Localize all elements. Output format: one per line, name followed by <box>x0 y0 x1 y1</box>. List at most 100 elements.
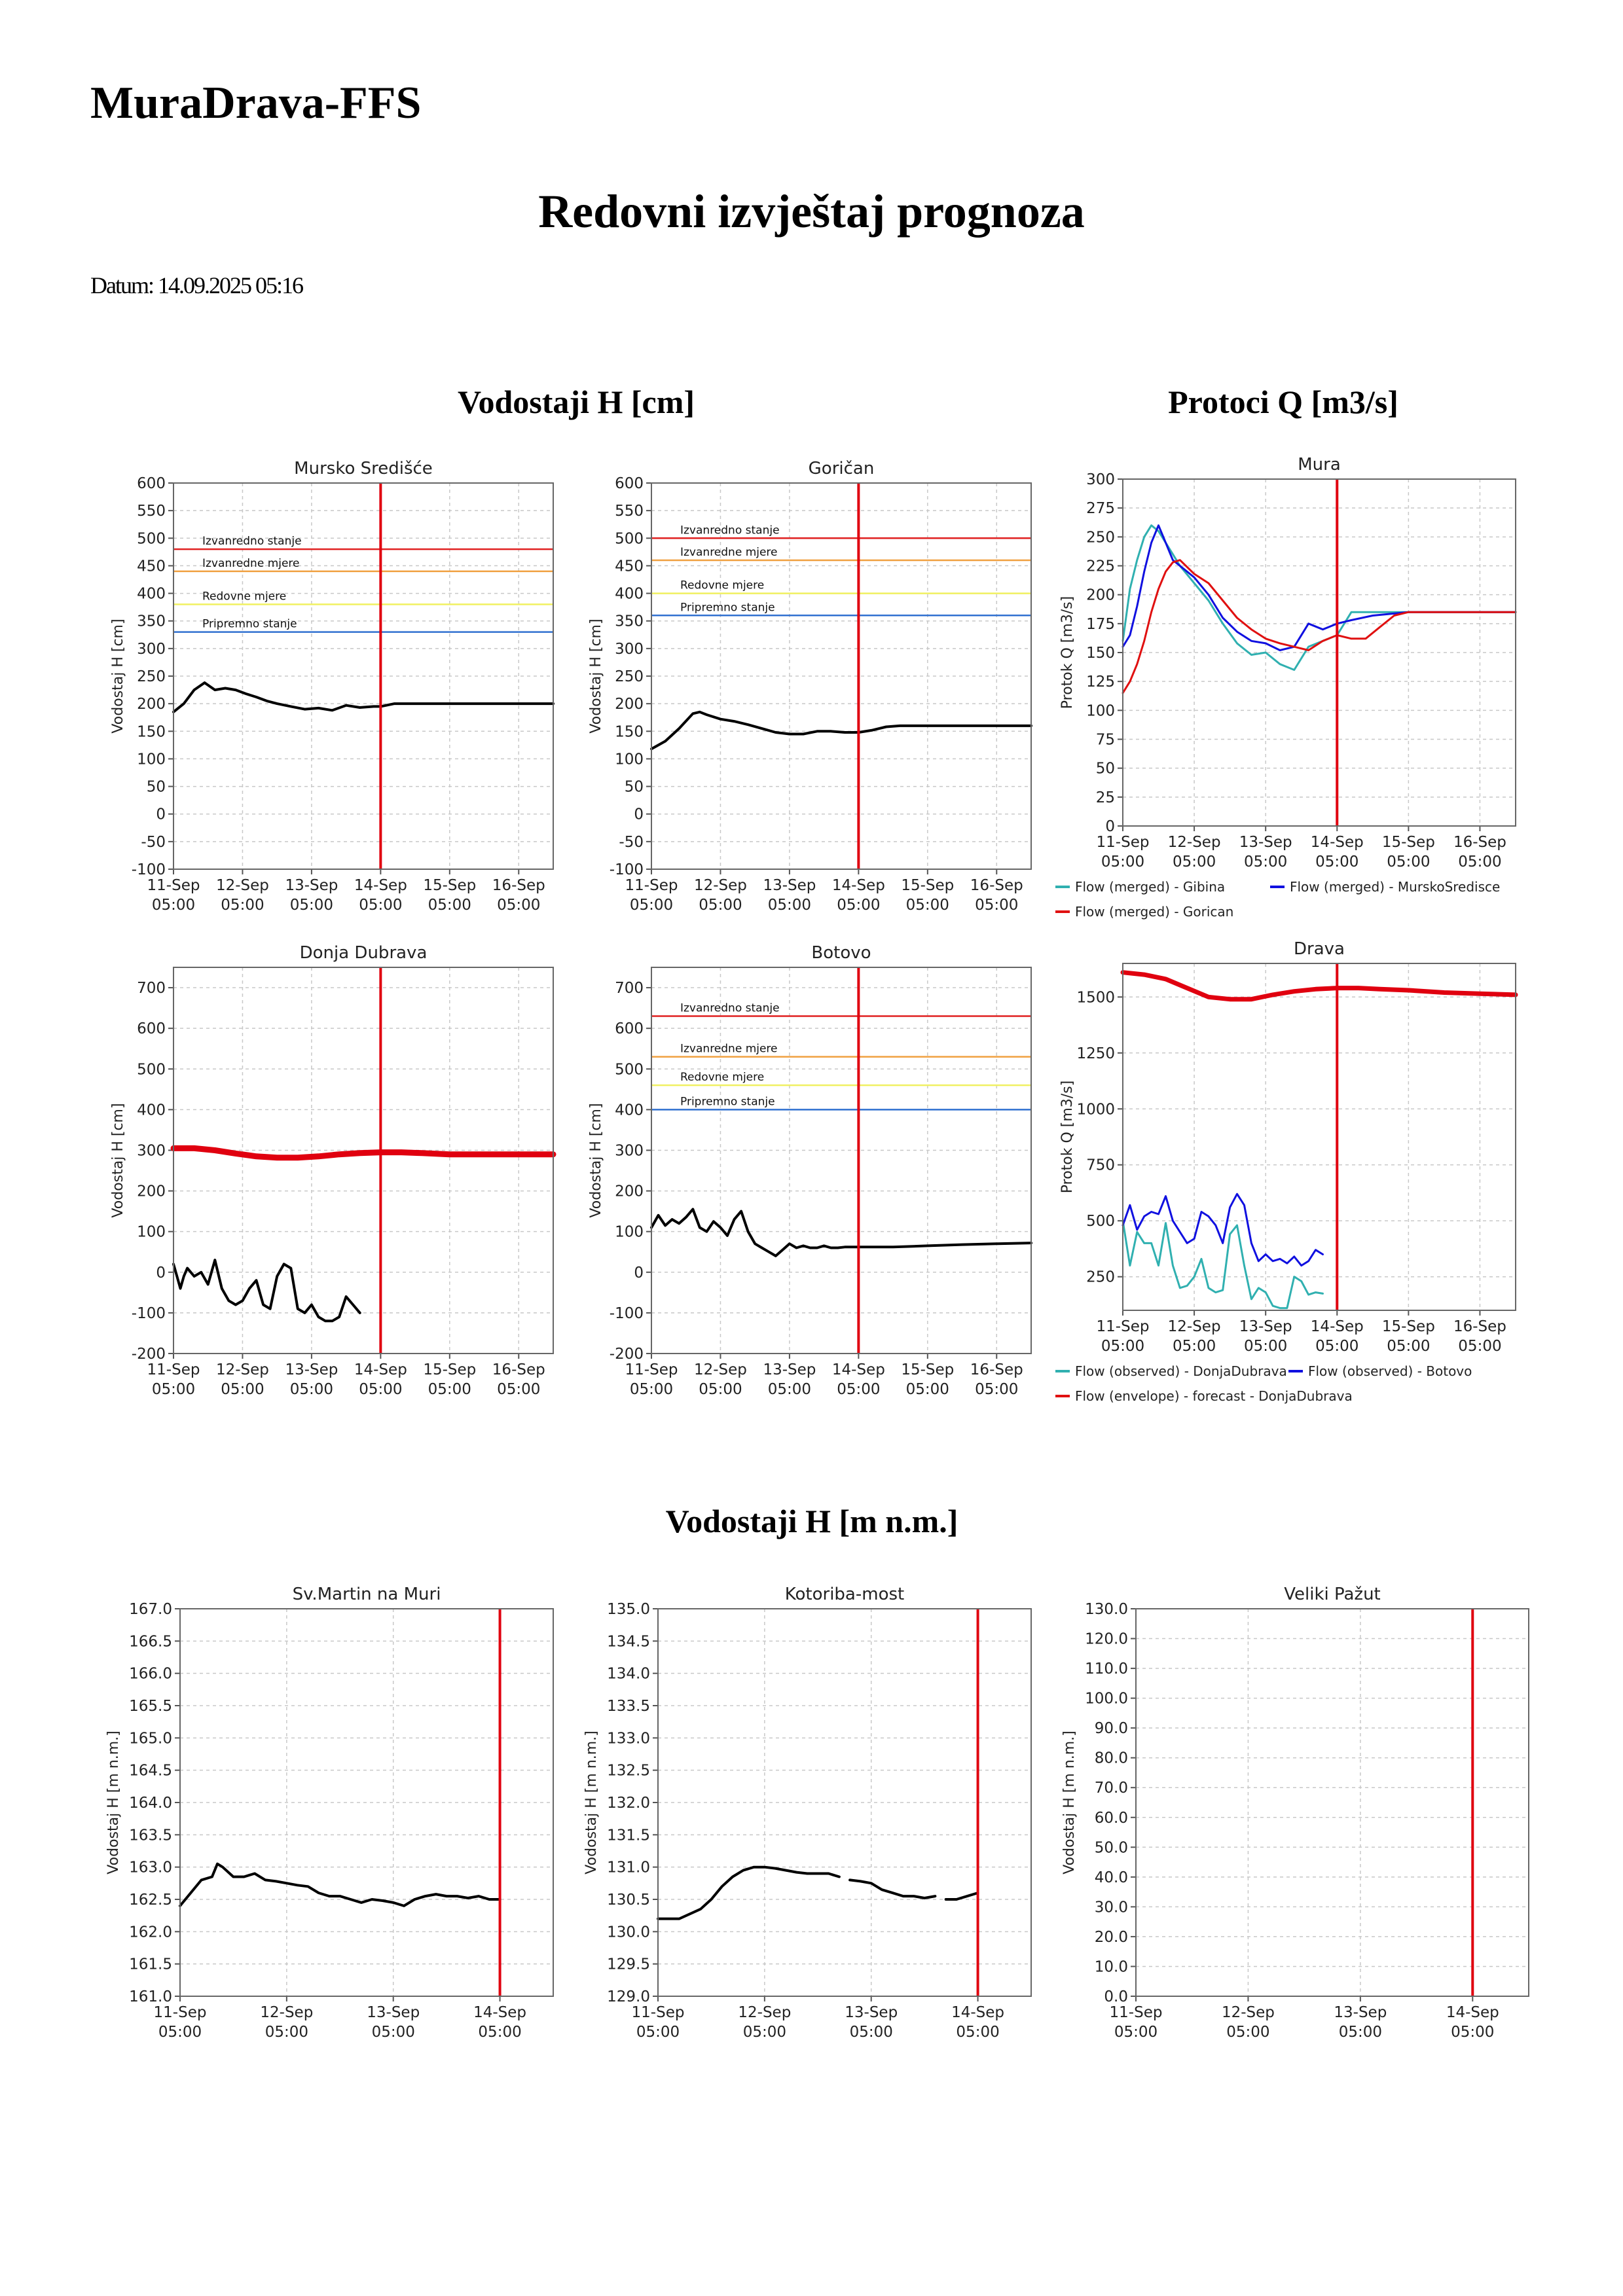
x-tick-label: 12-Sep <box>738 2004 791 2021</box>
y-tick-label: 600 <box>137 475 166 492</box>
x-tick-label: 11-Sep <box>1097 834 1150 851</box>
x-tick-label: 13-Sep <box>845 2004 898 2021</box>
series-line <box>170 1145 556 1161</box>
y-tick-label: 600 <box>137 1020 166 1037</box>
y-tick-label: 60.0 <box>1095 1810 1128 1827</box>
y-tick-label: 10.0 <box>1095 1958 1128 1975</box>
series-line <box>1122 524 1517 651</box>
x-tick-label: 11-Sep <box>1097 1318 1150 1335</box>
x-tick-label: 05:00 <box>975 1381 1018 1398</box>
x-tick-label: 05:00 <box>850 2024 893 2041</box>
x-tick-label: 12-Sep <box>1168 834 1221 851</box>
x-tick-label: 15-Sep <box>901 1361 954 1378</box>
x-tick-label: 05:00 <box>1173 1338 1216 1355</box>
x-tick-label: 13-Sep <box>1239 1318 1292 1335</box>
series-line <box>1122 1193 1324 1267</box>
x-tick-label: 05:00 <box>265 2024 308 2041</box>
x-tick-label: 05:00 <box>906 1381 949 1398</box>
y-tick-label: 131.5 <box>607 1827 650 1844</box>
x-tick-label: 05:00 <box>372 2024 415 2041</box>
y-tick-label: 100 <box>615 751 644 768</box>
y-tick-label: 40.0 <box>1095 1869 1128 1886</box>
y-tick-label: 0 <box>634 806 644 823</box>
legend-label: Flow (merged) - Gibina <box>1075 879 1225 895</box>
x-tick-label: 12-Sep <box>694 877 747 894</box>
threshold-label: Izvanredno stanje <box>680 524 780 537</box>
y-tick-label: 225 <box>1086 558 1115 575</box>
y-tick-label: 0 <box>1105 818 1115 835</box>
y-tick-label: 161.5 <box>129 1956 172 1973</box>
series-line <box>848 1878 937 1899</box>
y-tick-label: 135.0 <box>607 1601 650 1618</box>
y-tick-label: 400 <box>137 586 166 603</box>
y-tick-label: 162.0 <box>129 1924 172 1941</box>
y-tick-label: 50 <box>1096 761 1115 778</box>
y-tick-label: 120.0 <box>1085 1631 1128 1648</box>
y-tick-label: 130.5 <box>607 1892 650 1909</box>
y-tick-label: 70.0 <box>1095 1780 1128 1797</box>
x-tick-label: 12-Sep <box>216 1361 269 1378</box>
x-tick-label: 14-Sep <box>1311 1318 1364 1335</box>
y-axis-label: Protok Q [m3/s] <box>1059 1081 1076 1194</box>
x-tick-label: 13-Sep <box>1334 2004 1387 2021</box>
y-tick-label: 166.5 <box>129 1633 172 1650</box>
y-tick-label: 0 <box>156 1265 166 1282</box>
x-tick-label: 05:00 <box>630 1381 673 1398</box>
y-tick-label: 163.0 <box>129 1859 172 1876</box>
x-tick-label: 05:00 <box>1387 1338 1430 1355</box>
legend-label: Flow (merged) - Gorican <box>1075 904 1233 920</box>
y-tick-label: 300 <box>137 641 166 658</box>
x-tick-label: 15-Sep <box>423 1361 476 1378</box>
y-axis-label: Vodostaj H [m n.m.] <box>583 1731 600 1874</box>
x-tick-label: 15-Sep <box>901 877 954 894</box>
x-tick-label: 05:00 <box>1458 853 1501 870</box>
y-tick-label: 1500 <box>1076 989 1115 1006</box>
y-tick-label: 133.0 <box>607 1730 650 1747</box>
y-tick-label: 50 <box>625 779 644 796</box>
x-tick-label: 05:00 <box>1315 1338 1359 1355</box>
x-tick-label: 11-Sep <box>1110 2004 1163 2021</box>
x-tick-label: 11-Sep <box>625 1361 678 1378</box>
x-tick-label: 05:00 <box>1387 853 1430 870</box>
plot-frame <box>179 1608 554 1997</box>
series-line <box>172 1259 361 1323</box>
y-tick-label: 700 <box>615 980 644 997</box>
y-tick-label: 134.0 <box>607 1666 650 1683</box>
y-tick-label: 700 <box>137 980 166 997</box>
y-tick-label: 275 <box>1086 500 1115 517</box>
x-tick-label: 05:00 <box>221 897 264 914</box>
chart-gorican: Goričan -100 -50 0 50 100 150 200 250 300 350 400 45… <box>576 445 1048 929</box>
x-tick-label: 05:00 <box>768 1381 811 1398</box>
x-tick-label: 05:00 <box>158 2024 202 2041</box>
x-tick-label: 16-Sep <box>492 877 545 894</box>
x-tick-label: 05:00 <box>478 2024 521 2041</box>
y-tick-label: 150 <box>1086 645 1115 662</box>
y-tick-label: 90.0 <box>1095 1720 1128 1737</box>
y-tick-label: 131.0 <box>607 1859 650 1876</box>
y-tick-label: 200 <box>615 1183 644 1200</box>
x-tick-label: 14-Sep <box>473 2004 526 2021</box>
series-line <box>650 710 1032 751</box>
y-tick-label: 300 <box>1086 471 1115 488</box>
report-date: Datum: 14.09.2025 05:16 <box>90 272 304 298</box>
report-title: Redovni izvještaj prognoza <box>538 185 1085 238</box>
y-tick-label: 500 <box>615 530 644 547</box>
y-tick-label: -100 <box>610 1305 644 1322</box>
x-tick-label: 14-Sep <box>1311 834 1364 851</box>
y-tick-label: 165.5 <box>129 1698 172 1715</box>
x-tick-label: 11-Sep <box>625 877 678 894</box>
threshold-label: Pripremno stanje <box>680 601 775 614</box>
x-tick-label: 05:00 <box>699 1381 742 1398</box>
x-tick-label: 05:00 <box>221 1381 264 1398</box>
chart-svg-gorican: Goričan -100 -50 0 50 100 150 200 250 300 350 400 45… <box>588 459 1032 914</box>
series-line <box>1122 1219 1324 1310</box>
x-tick-label: 05:00 <box>1226 2024 1269 2041</box>
x-tick-label: 13-Sep <box>763 1361 816 1378</box>
y-tick-label: 200 <box>1086 587 1115 604</box>
chart-title: Botovo <box>811 943 871 963</box>
y-tick-label: 164.0 <box>129 1795 172 1812</box>
chart-mursko-sredisce: Mursko Središće -100 -50 0 50 100 150 200 250 300… <box>98 445 570 929</box>
y-tick-label: 163.5 <box>129 1827 172 1844</box>
chart-mura: Mura 0 25 50 75 100 125 150 175 200 225 250 275 300 11… <box>1054 445 1539 929</box>
x-tick-label: 12-Sep <box>260 2004 313 2021</box>
